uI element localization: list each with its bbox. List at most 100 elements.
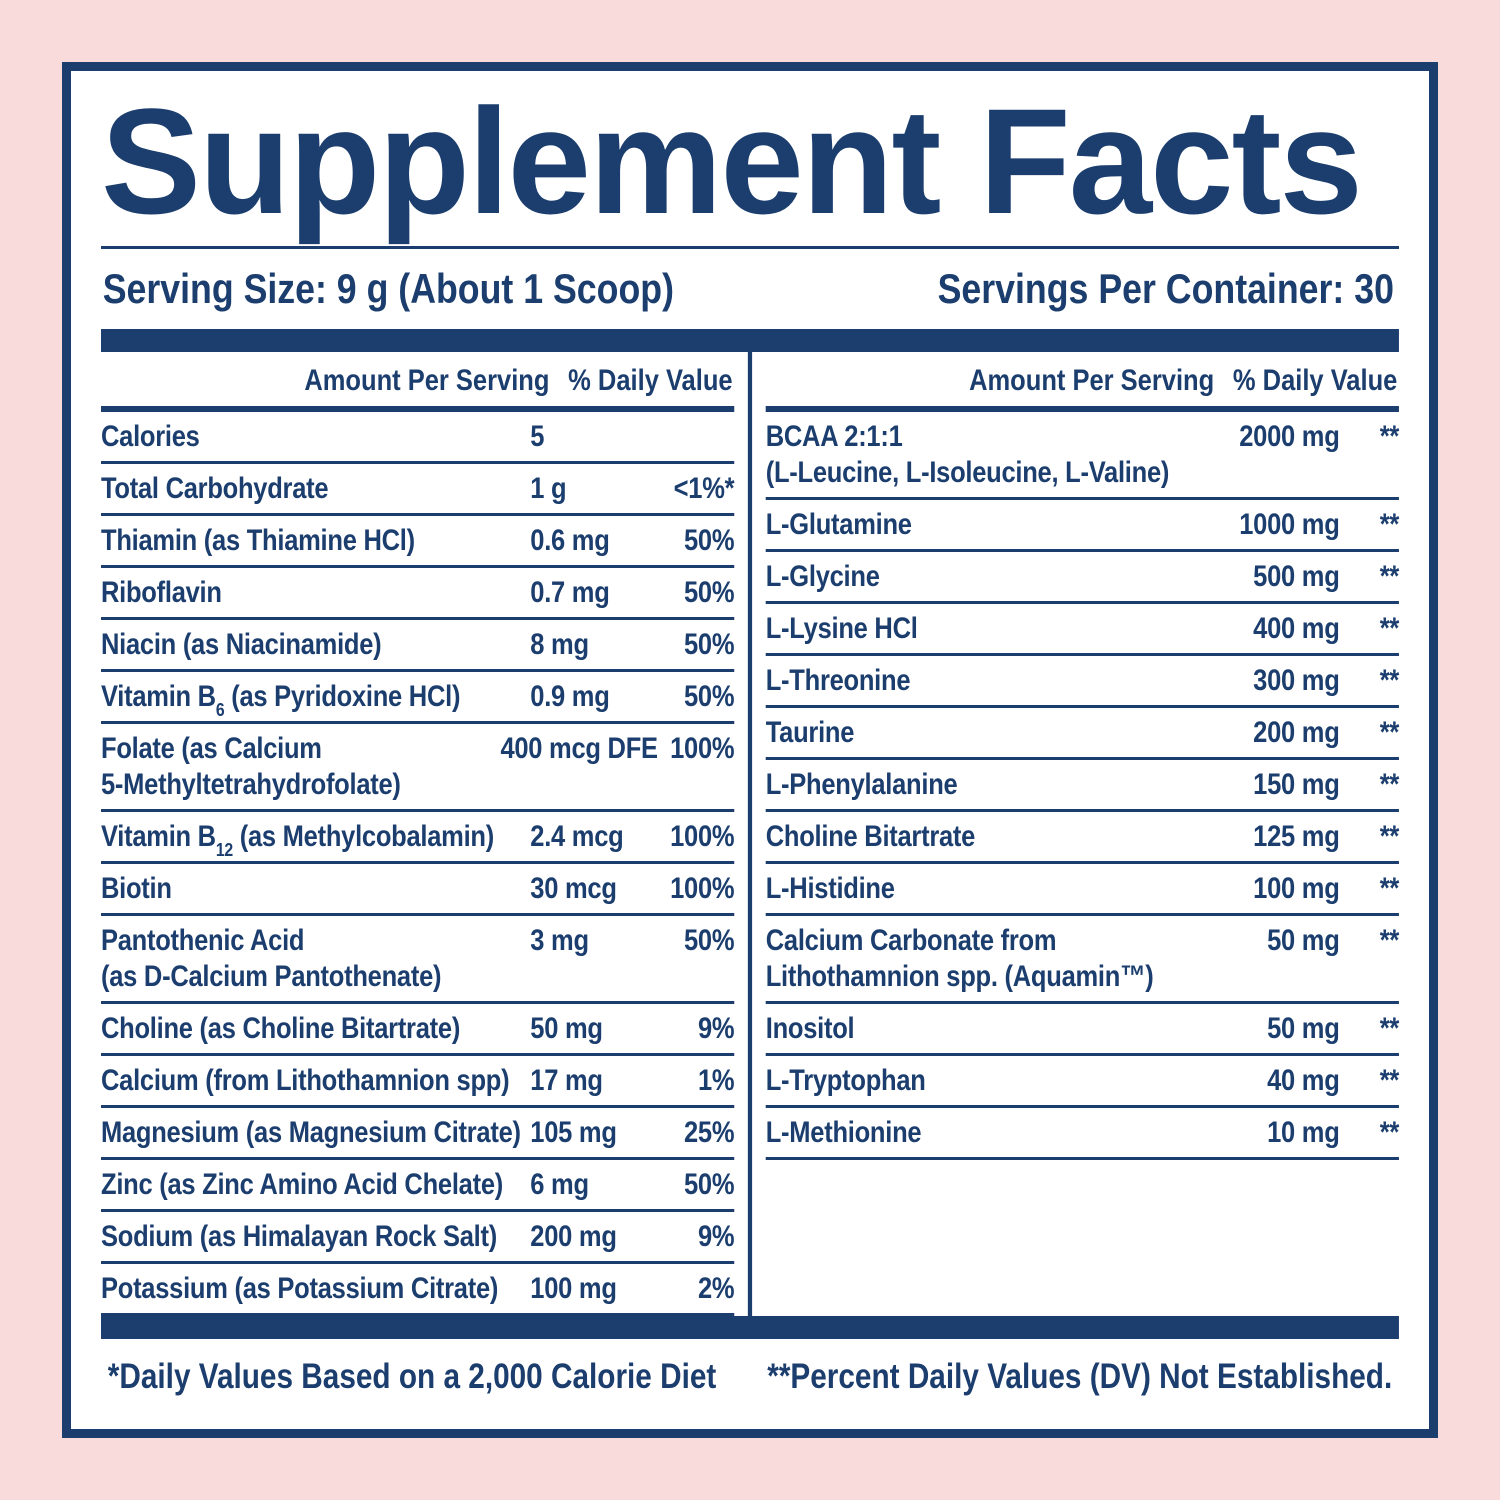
row-name: L-Glycine (766, 559, 1204, 595)
row-daily-value: ** (1379, 924, 1400, 957)
table-row: Riboflavin 0.7 mg 50% (101, 568, 735, 620)
row-daily-value: 1% (697, 1064, 735, 1097)
table-row: L-Threonine 300 mg ** (765, 656, 1400, 708)
nutrition-columns: Amount Per Serving % Daily Value Calorie… (101, 352, 1399, 1316)
row-daily-value: ** (1379, 560, 1400, 593)
row-name-line1: Biotin (101, 872, 172, 905)
column-header-right: Amount Per Serving % Daily Value (766, 352, 1399, 406)
row-daily-value: <1%* (673, 472, 735, 505)
row-name: Vitamin B12 (as Methylcobalamin) (101, 819, 530, 859)
row-amount: 17 mg (530, 1064, 603, 1097)
row-name: Calcium (from Lithothamnion spp) (101, 1063, 530, 1099)
row-name-line1: Zinc (as Zinc Amino Acid Chelate) (101, 1168, 504, 1201)
row-daily-value: ** (1379, 1064, 1400, 1097)
row-name-line2: 5-Methyltetrahydrofolate) (101, 768, 401, 801)
row-name: Magnesium (as Magnesium Citrate) (101, 1115, 530, 1151)
row-name: L-Phenylalanine (766, 767, 1204, 803)
daily-value-header: % Daily Value (568, 364, 733, 397)
row-name-line1: Choline (as Choline Bitartrate) (101, 1012, 461, 1045)
row-amount: 150 mg (1253, 768, 1340, 801)
table-row: BCAA 2:1:1 (L-Leucine, L-Isoleucine, L-Va… (765, 412, 1399, 500)
row-name-line1: Taurine (765, 716, 855, 749)
supplement-facts-panel: Supplement Facts Serving Size: 9 g (Abou… (62, 62, 1438, 1438)
row-amount: 0.7 mg (530, 576, 610, 609)
row-name-line1: Calories (101, 420, 200, 453)
table-row: L-Methionine 10 mg ** (765, 1108, 1399, 1160)
footnotes-row: *Daily Values Based on a 2,000 Calorie D… (101, 1339, 1399, 1397)
row-amount: 2.4 mcg (530, 820, 624, 853)
row-name-line1: L-Threonine (765, 664, 911, 697)
row-daily-value: 50% (684, 524, 735, 557)
row-amount: 1 g (530, 472, 567, 505)
row-name-line1: Sodium (as Himalayan Rock Salt) (101, 1220, 497, 1253)
row-name: Calories (101, 419, 530, 455)
table-row: Taurine 200 mg ** (765, 708, 1399, 760)
row-daily-value: ** (1379, 612, 1400, 645)
footnote-not-established: **Percent Daily Values (DV) Not Establis… (767, 1357, 1393, 1396)
row-amount: 125 mg (1253, 820, 1340, 853)
header-rule-right (765, 406, 1400, 412)
table-row: Inositol 50 mg ** (765, 1004, 1400, 1056)
supplement-facts-title: Supplement Facts (101, 77, 1363, 245)
row-daily-value: ** (1379, 768, 1400, 801)
row-daily-value: ** (1379, 872, 1400, 905)
table-row: Magnesium (as Magnesium Citrate) 105 mg 25… (101, 1108, 735, 1160)
row-name: Choline Bitartrate (766, 819, 1204, 855)
row-name: Riboflavin (101, 575, 530, 611)
row-amount: 6 mg (530, 1168, 589, 1201)
row-name: L-Glutamine (766, 507, 1204, 543)
row-amount: 200 mg (1253, 716, 1340, 749)
row-name-line2: (L-Leucine, L-Isoleucine, L-Valine) (765, 456, 1170, 489)
label-body: Serving Size: 9 g (About 1 Scoop) Servin… (101, 249, 1399, 1397)
table-row: Choline (as Choline Bitartrate) 50 mg 9% (101, 1004, 735, 1056)
daily-value-header: % Daily Value (1232, 364, 1398, 397)
row-amount: 105 mg (530, 1116, 617, 1149)
table-row: L-Tryptophan 40 mg ** (765, 1056, 1400, 1108)
row-name: Sodium (as Himalayan Rock Salt) (101, 1219, 530, 1255)
nutrient-rows-left: Calories 5 Total Carbohydrate 1 g <1%* Thiami… (101, 412, 735, 1316)
row-amount: 1000 mg (1239, 508, 1340, 541)
row-amount: 5 (530, 420, 545, 453)
nutrition-column-right: Amount Per Serving % Daily Value BCAA 2:… (747, 352, 1400, 1316)
row-amount: 40 mg (1267, 1064, 1340, 1097)
amount-per-serving-header: Amount Per Serving (969, 364, 1215, 397)
row-name-line1: Choline Bitartrate (765, 820, 976, 853)
servings-per-container: Servings Per Container: 30 (937, 265, 1394, 312)
row-name-line1: L-Glutamine (765, 508, 912, 541)
row-daily-value: 50% (684, 576, 735, 609)
row-daily-value: ** (1379, 664, 1400, 697)
row-name-line1: Inositol (765, 1012, 855, 1045)
row-name-line1: Pantothenic Acid (101, 924, 305, 957)
table-row: Pantothenic Acid (as D-Calcium Pantothena… (101, 916, 735, 1004)
row-daily-value: 50% (684, 680, 735, 713)
row-amount: 300 mg (1253, 664, 1340, 697)
row-name-line1: Thiamin (as Thiamine HCl) (101, 524, 415, 557)
table-row: L-Histidine 100 mg ** (765, 864, 1400, 916)
row-name-line1: L-Glycine (765, 560, 880, 593)
row-daily-value: 9% (697, 1220, 735, 1253)
row-amount: 3 mg (530, 924, 589, 957)
row-name: Thiamin (as Thiamine HCl) (101, 523, 530, 559)
header-rule-left (101, 406, 735, 412)
table-row: Zinc (as Zinc Amino Acid Chelate) 6 mg 50% (101, 1160, 735, 1212)
row-name: Vitamin B6 (as Pyridoxine HCl) (101, 679, 530, 719)
row-name: Total Carbohydrate (101, 471, 530, 507)
row-name-line1: Total Carbohydrate (101, 472, 329, 505)
row-amount: 200 mg (530, 1220, 617, 1253)
row-name-line1: BCAA 2:1:1 (765, 420, 903, 453)
row-daily-value: 100% (670, 732, 735, 765)
row-amount: 10 mg (1267, 1116, 1340, 1149)
table-row: L-Glycine 500 mg ** (765, 552, 1400, 604)
row-name-line1: Riboflavin (101, 576, 222, 609)
footnote-daily-values: *Daily Values Based on a 2,000 Calorie D… (107, 1357, 717, 1396)
table-row: Niacin (as Niacinamide) 8 mg 50% (101, 620, 735, 672)
row-daily-value: 100% (670, 872, 735, 905)
row-daily-value: ** (1379, 1012, 1400, 1045)
table-row: L-Glutamine 1000 mg ** (765, 500, 1399, 552)
row-daily-value: 2% (697, 1272, 735, 1305)
table-row: Calories 5 (101, 412, 735, 464)
table-row: L-Phenylalanine 150 mg ** (765, 760, 1400, 812)
column-header-left: Amount Per Serving % Daily Value (101, 352, 734, 406)
row-name: L-Histidine (766, 871, 1204, 907)
table-row: Vitamin B12 (as Methylcobalamin) 2.4 mcg 1… (101, 812, 735, 864)
